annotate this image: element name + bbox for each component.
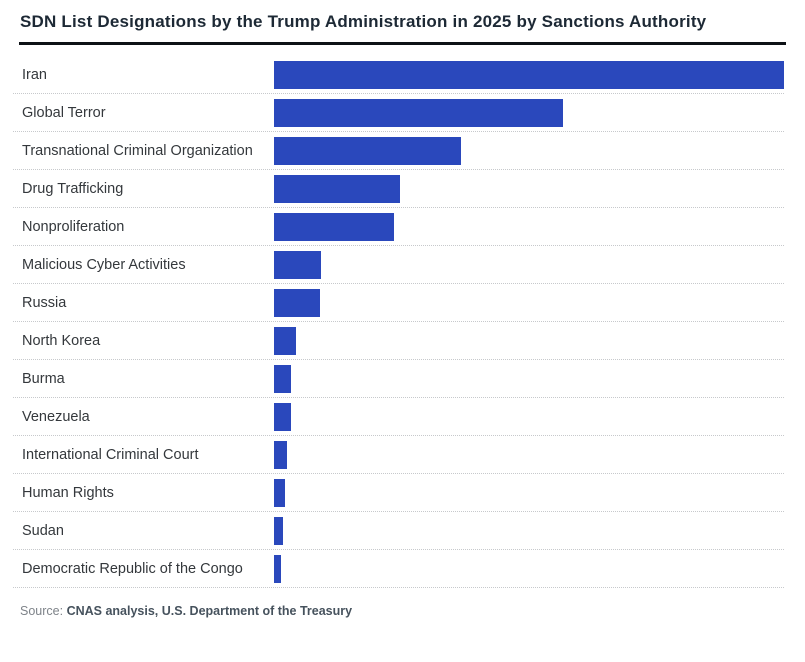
bar-chart: Iran Global Terror Transnational Criminal … [13, 56, 784, 588]
bar [274, 478, 285, 507]
category-label: North Korea [22, 332, 101, 349]
category-label: Human Rights [22, 484, 114, 501]
bar [274, 212, 394, 241]
chart-row: Venezuela [13, 398, 784, 436]
chart-row: Human Rights [13, 474, 784, 512]
category-label: International Criminal Court [22, 446, 199, 463]
chart-row: Global Terror [13, 94, 784, 132]
chart-row: International Criminal Court [13, 436, 784, 474]
category-label: Russia [22, 294, 67, 311]
source-label: Source: [20, 604, 64, 618]
bar-track [274, 364, 784, 393]
bar [274, 98, 563, 127]
bar [274, 174, 400, 203]
bar [274, 288, 320, 317]
bar-track [274, 250, 784, 279]
category-label: Transnational Criminal Organization [22, 142, 253, 159]
category-label: Nonproliferation [22, 218, 125, 235]
bar-track [274, 60, 784, 89]
category-label: Sudan [22, 522, 64, 539]
chart-title: SDN List Designations by the Trump Admin… [20, 12, 707, 31]
chart-row: Nonproliferation [13, 208, 784, 246]
chart-row: Burma [13, 360, 784, 398]
bar [274, 402, 291, 431]
chart-row: Transnational Criminal Organization [13, 132, 784, 170]
category-label: Iran [22, 66, 47, 83]
bar-track [274, 478, 784, 507]
bar [274, 364, 291, 393]
source-text: CNAS analysis, U.S. Department of the Tr… [66, 604, 353, 618]
bar-track [274, 440, 784, 469]
bar-track [274, 402, 784, 431]
bar-track [274, 516, 784, 545]
bar [274, 554, 281, 583]
bar-track [274, 212, 784, 241]
chart-row: Drug Trafficking [13, 170, 784, 208]
bar-track [274, 554, 784, 583]
category-label: Global Terror [22, 104, 106, 121]
category-label: Burma [22, 370, 65, 387]
source-note: Source: CNAS analysis, U.S. Department o… [20, 604, 785, 618]
chart-row: Democratic Republic of the Congo [13, 550, 784, 588]
title-divider-rule [19, 42, 786, 45]
bar [274, 136, 461, 165]
chart-row: Iran [13, 56, 784, 94]
chart-row: Malicious Cyber Activities [13, 246, 784, 284]
bar [274, 440, 287, 469]
bar-track [274, 174, 784, 203]
chart-row: Sudan [13, 512, 784, 550]
bar-track [274, 326, 784, 355]
bar-track [274, 98, 784, 127]
chart-row: Russia [13, 284, 784, 322]
bar-track [274, 136, 784, 165]
category-label: Venezuela [22, 408, 90, 425]
bar [274, 326, 296, 355]
bar [274, 516, 283, 545]
bar [274, 60, 784, 89]
category-label: Democratic Republic of the Congo [22, 560, 243, 577]
chart-row: North Korea [13, 322, 784, 360]
bar [274, 250, 321, 279]
category-label: Drug Trafficking [22, 180, 124, 197]
bar-track [274, 288, 784, 317]
category-label: Malicious Cyber Activities [22, 256, 186, 273]
